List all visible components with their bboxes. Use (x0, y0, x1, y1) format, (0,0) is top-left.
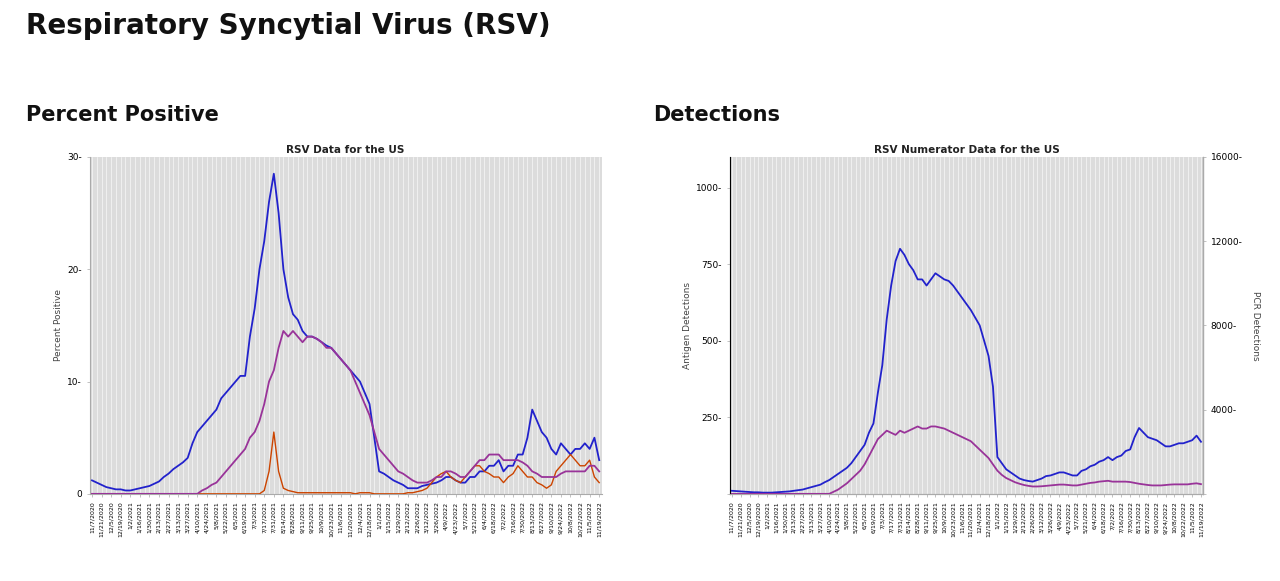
Text: Respiratory Syncytial Virus (RSV): Respiratory Syncytial Virus (RSV) (26, 12, 550, 40)
Title: RSV Numerator Data for the US: RSV Numerator Data for the US (873, 145, 1060, 155)
Y-axis label: Percent Positive: Percent Positive (54, 289, 63, 361)
Title: RSV Data for the US: RSV Data for the US (287, 145, 404, 155)
Y-axis label: PCR Detections: PCR Detections (1251, 290, 1260, 360)
Text: Percent Positive: Percent Positive (26, 105, 219, 124)
Text: Detections: Detections (653, 105, 780, 124)
Y-axis label: Antigen Detections: Antigen Detections (682, 282, 691, 369)
